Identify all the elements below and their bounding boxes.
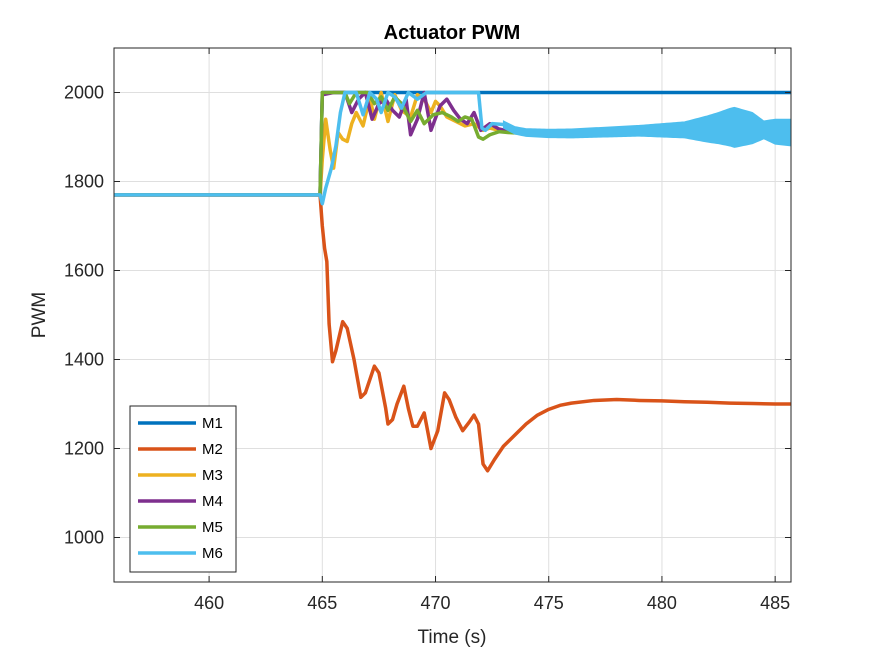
legend: M1 M2 M3 M4 M5 M6 bbox=[129, 405, 237, 573]
y-tick-label: 1600 bbox=[64, 261, 104, 281]
legend-label: M3 bbox=[202, 467, 223, 484]
x-tick-label: 480 bbox=[647, 593, 677, 613]
legend-box bbox=[129, 405, 237, 573]
x-tick-label: 475 bbox=[534, 593, 564, 613]
ticks: 460 465 470 475 480 485 1000 1200 1400 1600 1800 20… bbox=[64, 48, 791, 613]
y-tick-label: 1400 bbox=[64, 350, 104, 370]
legend-label: M2 bbox=[202, 441, 223, 458]
y-tick-label: 1800 bbox=[64, 172, 104, 192]
series-line-m2 bbox=[114, 193, 791, 473]
legend-label: M1 bbox=[202, 415, 223, 432]
x-tick-label: 460 bbox=[194, 593, 224, 613]
axes-box bbox=[113, 47, 792, 583]
x-axis-label: Time (s) bbox=[418, 627, 487, 648]
legend-label: M5 bbox=[202, 519, 223, 536]
oscillation-band-m6 bbox=[502, 106, 791, 148]
y-tick-label: 1000 bbox=[64, 528, 104, 548]
x-tick-label: 485 bbox=[760, 593, 790, 613]
y-tick-label: 2000 bbox=[64, 83, 104, 103]
x-tick-label: 470 bbox=[420, 593, 450, 613]
chart-title: Actuator PWM bbox=[384, 22, 521, 44]
y-tick-label: 1200 bbox=[64, 439, 104, 459]
x-tick-label: 465 bbox=[307, 593, 337, 613]
legend-label: M6 bbox=[202, 545, 223, 562]
y-axis-label: PWM bbox=[29, 292, 50, 338]
legend-label: M4 bbox=[202, 493, 223, 510]
series-lines bbox=[114, 90, 791, 473]
